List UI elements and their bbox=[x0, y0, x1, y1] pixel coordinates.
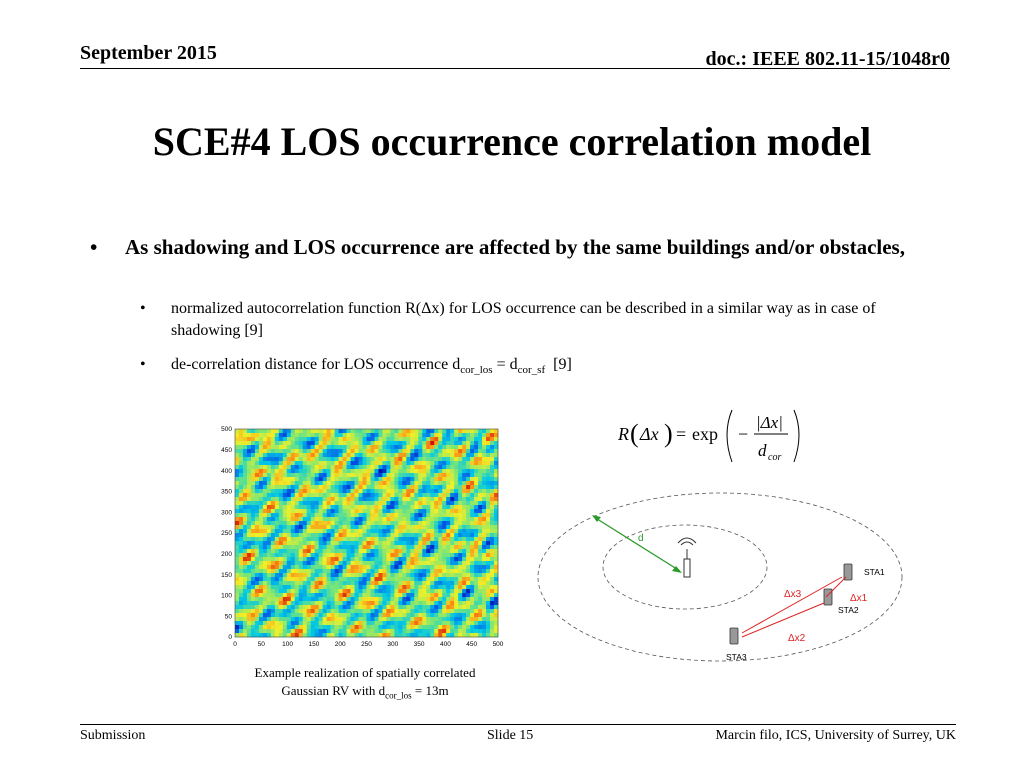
header-rule bbox=[80, 68, 950, 69]
dx1-label: Δx1 bbox=[850, 593, 868, 604]
heatmap-y-tick-label: 0 bbox=[228, 634, 232, 641]
sub-bullet-2-text: de-correlation distance for LOS occurren… bbox=[171, 356, 572, 377]
footer-submission: Submission bbox=[80, 728, 146, 743]
heatmap-x-tick-label: 100 bbox=[282, 641, 293, 648]
slide-title: SCE#4 LOS occurrence correlation model bbox=[152, 119, 872, 164]
header-doc-id: doc.: IEEE 802.11-15/1048r0 bbox=[705, 48, 950, 70]
sub-bullet-1-text: normalized autocorrelation function R(Δx… bbox=[171, 300, 876, 339]
formula-paren-left: ( bbox=[630, 419, 639, 448]
heatmap-x-tick-label: 350 bbox=[414, 641, 425, 648]
dx3-label: Δx3 bbox=[784, 589, 802, 600]
heatmap-y-tick-label: 400 bbox=[221, 468, 232, 475]
header-date: September 2015 bbox=[80, 42, 217, 64]
distance-label: d bbox=[638, 533, 644, 544]
formula-den-d: d bbox=[758, 441, 767, 460]
inner-range-ellipse bbox=[602, 524, 768, 610]
ap-antenna-icon bbox=[677, 537, 697, 578]
arrowhead-d-start bbox=[592, 515, 601, 522]
bullet-dot: • bbox=[140, 300, 146, 317]
heatmap-x-tick-label: 0 bbox=[233, 641, 237, 648]
heatmap-x-tick-label: 450 bbox=[466, 641, 477, 648]
autocorrelation-formula: R ( Δx ) = exp − |Δx| d cor bbox=[617, 409, 800, 463]
footer-slide-number: Slide 15 bbox=[487, 728, 534, 743]
heatmap-x-ticks: 0 50 100 150 200 250 300 350 400 450 500 bbox=[233, 641, 504, 648]
formula-exp: exp bbox=[692, 424, 718, 444]
main-bullet-text: As shadowing and LOS occurrence are affe… bbox=[125, 235, 905, 259]
los-geometry-diagram: d STA1 STA2 STA3 Δx3 Δx1 Δx2 bbox=[537, 492, 903, 662]
heatmap-y-tick-label: 50 bbox=[225, 613, 233, 620]
sta2-phone-icon bbox=[823, 588, 833, 606]
heatmap-cells bbox=[235, 429, 499, 638]
dx2-label: Δx2 bbox=[788, 633, 806, 644]
sta1-label: STA1 bbox=[864, 567, 885, 577]
heatmap-frame bbox=[234, 428, 499, 638]
arrowhead-d-end bbox=[672, 566, 682, 573]
dx1-line bbox=[825, 576, 847, 598]
formula-bigparen-right bbox=[793, 409, 800, 463]
heatmap-y-tick-label: 500 bbox=[221, 426, 232, 433]
heatmap-x-tick-label: 500 bbox=[493, 641, 504, 648]
distance-arrow bbox=[593, 516, 681, 572]
caption-line2: Gaussian RV with dcor_los = 13m bbox=[281, 683, 449, 701]
heatmap-caption: Example realization of spatially correla… bbox=[210, 664, 520, 705]
heatmap-x-tick-label: 50 bbox=[258, 641, 266, 648]
sta3-label: STA3 bbox=[726, 652, 747, 662]
formula-eq: = bbox=[676, 424, 686, 444]
outer-range-ellipse bbox=[537, 492, 903, 662]
heatmap-x-tick-label: 200 bbox=[335, 641, 346, 648]
heatmap-y-tick-label: 200 bbox=[221, 551, 232, 558]
dx3-line bbox=[741, 576, 843, 634]
heatmap-x-tick-label: 150 bbox=[308, 641, 319, 648]
formula-delta-x: Δx bbox=[639, 424, 659, 444]
formula-numerator: |Δx| bbox=[756, 413, 783, 432]
heatmap-x-tick-label: 400 bbox=[440, 641, 451, 648]
formula-minus: − bbox=[738, 424, 748, 444]
bullet-dot: • bbox=[90, 235, 98, 259]
bullet-dot: • bbox=[140, 356, 146, 373]
heatmap-y-tick-label: 450 bbox=[221, 447, 232, 454]
caption-line1: Example realization of spatially correla… bbox=[254, 665, 476, 680]
formula-bigparen-left bbox=[726, 409, 733, 463]
sta1-phone-icon bbox=[843, 563, 853, 581]
footer-rule bbox=[80, 724, 956, 725]
heatmap-y-tick-label: 150 bbox=[221, 572, 232, 579]
footer-author: Marcin filo, ICS, University of Surrey, … bbox=[715, 728, 956, 743]
heatmap-y-tick-label: 250 bbox=[221, 530, 232, 537]
heatmap-y-tick-label: 350 bbox=[221, 489, 232, 496]
heatmap-x-tick-label: 300 bbox=[387, 641, 398, 648]
heatmap-y-tick-label: 100 bbox=[221, 593, 232, 600]
formula-den-sub: cor bbox=[768, 452, 781, 463]
sta3-phone-icon bbox=[729, 627, 739, 645]
formula-R: R bbox=[617, 424, 629, 444]
sta2-label: STA2 bbox=[838, 605, 859, 615]
dx2-line bbox=[741, 602, 825, 638]
heatmap-y-tick-label: 300 bbox=[221, 509, 232, 516]
formula-paren-right: ) bbox=[664, 419, 673, 448]
heatmap-x-tick-label: 250 bbox=[361, 641, 372, 648]
